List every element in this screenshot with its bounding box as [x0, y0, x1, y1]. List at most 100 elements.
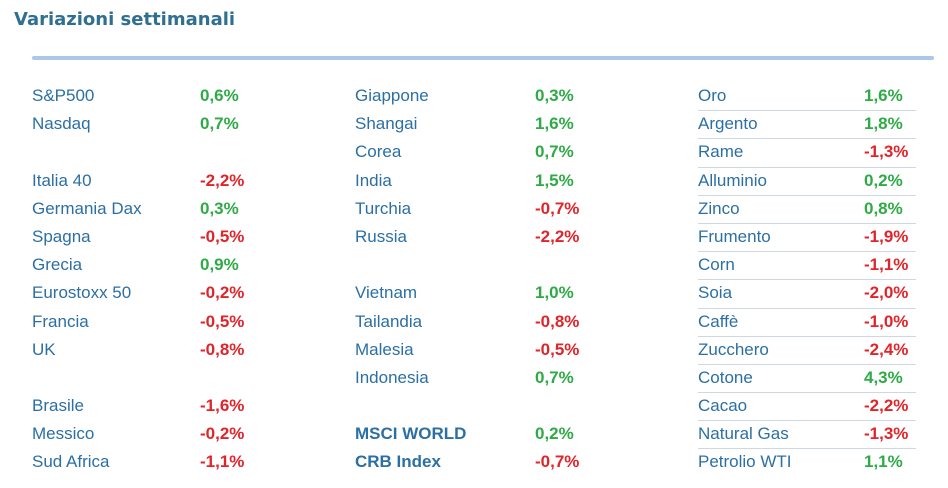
table-row: S&P500 0,6% [32, 82, 262, 110]
table-row: Brasile -1,6% [32, 392, 262, 420]
row-value: 0,3% [200, 198, 239, 218]
table-row: Messico -0,2% [32, 420, 262, 448]
row-label: Sud Africa [32, 452, 110, 472]
row-label: Brasile [32, 396, 84, 416]
row-label: Vietnam [355, 283, 418, 303]
row-label: Cotone [698, 367, 753, 387]
row-label: Natural Gas [698, 424, 789, 444]
row-label: Giappone [355, 86, 429, 105]
table-row: Caffè -1,0% [698, 307, 934, 336]
table-row: Giappone 0,3% [355, 82, 595, 110]
table-row: Corn -1,1% [698, 251, 934, 279]
table-row [355, 251, 595, 279]
row-value: -0,5% [200, 311, 245, 331]
row-value: 0,3% [535, 86, 574, 105]
row-value: 1,6% [535, 114, 574, 134]
row-value: -0,7% [535, 452, 580, 472]
page-title: Variazioni settimanali [14, 9, 236, 30]
row-value: -0,2% [200, 424, 245, 444]
row-value: 0,2% [535, 424, 574, 444]
row-label: Eurostoxx 50 [32, 283, 132, 303]
row-label: UK [32, 339, 56, 359]
row-value: 0,7% [535, 142, 574, 162]
table-row: Zucchero -2,4% [698, 335, 934, 364]
table-row: Natural Gas -1,3% [698, 420, 934, 448]
row-value: -2,2% [535, 226, 580, 246]
row-value: -1,9% [864, 226, 909, 246]
table-row: Italia 40 -2,2% [32, 167, 262, 195]
table-row: Soia -2,0% [698, 279, 934, 307]
table-row: Cotone 4,3% [698, 363, 934, 392]
table-row: Sud Africa -1,1% [32, 448, 262, 476]
row-label: Malesia [355, 339, 414, 359]
row-value: -0,5% [200, 226, 245, 246]
table-row: India 1,5% [355, 167, 595, 195]
row-label: Shangai [355, 114, 418, 134]
row-value: -2,2% [864, 396, 909, 416]
row-value: -1,0% [864, 311, 909, 331]
row-value: -2,0% [864, 283, 909, 303]
row-value: -0,8% [200, 339, 245, 359]
row-value: 0,2% [864, 170, 903, 190]
row-value: -2,2% [200, 170, 245, 190]
row-value: -1,6% [200, 396, 245, 416]
table-row: Vietnam 1,0% [355, 279, 595, 307]
row-label: Petrolio WTI [698, 452, 792, 472]
row-value: -1,3% [864, 142, 909, 162]
row-value: -2,4% [864, 339, 909, 359]
row-label: Nasdaq [32, 114, 91, 134]
row-label: Indonesia [355, 367, 429, 387]
row-label: Spagna [32, 226, 91, 246]
row-label: India [355, 170, 392, 190]
row-value: 0,9% [200, 255, 239, 275]
row-label: MSCI WORLD [355, 424, 467, 444]
row-label: CRB Index [355, 452, 441, 472]
row-value: 1,8% [864, 114, 903, 134]
row-value: 0,6% [200, 86, 239, 105]
row-label: Oro [698, 86, 727, 105]
row-label: Turchia [355, 198, 412, 218]
table-row: Spagna -0,5% [32, 223, 262, 251]
row-value: -0,8% [535, 311, 580, 331]
table-row [32, 364, 262, 392]
table-row: Argento 1,8% [698, 110, 934, 138]
row-label: Zucchero [698, 339, 769, 359]
row-label: Messico [32, 424, 95, 444]
table-row: Grecia 0,9% [32, 251, 262, 279]
row-label: Frumento [698, 226, 771, 246]
table-row: Frumento -1,9% [698, 222, 934, 251]
header-divider [32, 56, 934, 60]
row-label: Zinco [698, 198, 740, 218]
table-row: MSCI WORLD 0,2% [355, 420, 595, 448]
table-row: Nasdaq 0,7% [32, 110, 262, 138]
row-label: Tailandia [355, 311, 423, 331]
table-row: Indonesia 0,7% [355, 364, 595, 392]
table-row: Zinco 0,8% [698, 194, 934, 223]
row-value: -0,2% [200, 283, 245, 303]
table-row: Tailandia -0,8% [355, 308, 595, 336]
row-value: 1,6% [864, 86, 903, 105]
row-value: 0,8% [864, 198, 903, 218]
table-row: Russia -2,2% [355, 223, 595, 251]
table-row: Oro 1,6% [698, 82, 934, 110]
table-row: Shangai 1,6% [355, 110, 595, 138]
table-row: Alluminio 0,2% [698, 166, 934, 195]
row-label: Corn [698, 255, 735, 275]
row-label: Soia [698, 283, 733, 303]
table-row: Rame -1,3% [698, 138, 934, 166]
row-label: S&P500 [32, 86, 95, 105]
table-row: Cacao -2,2% [698, 392, 934, 420]
row-label: Francia [32, 311, 89, 331]
row-label: Caffè [698, 311, 739, 331]
table-row: Germania Dax 0,3% [32, 195, 262, 223]
row-label: Alluminio [698, 170, 767, 190]
row-label: Argento [698, 114, 758, 134]
row-label: Cacao [698, 396, 748, 416]
row-label: Corea [355, 142, 402, 162]
table-row: Eurostoxx 50 -0,2% [32, 279, 262, 307]
row-value: -1,1% [864, 255, 909, 275]
table-row: Malesia -0,5% [355, 336, 595, 364]
column-commodities: Oro 1,6% Argento 1,8% Rame -1,3% Alluminio 0,2%… [698, 82, 934, 477]
row-label: Russia [355, 226, 407, 246]
